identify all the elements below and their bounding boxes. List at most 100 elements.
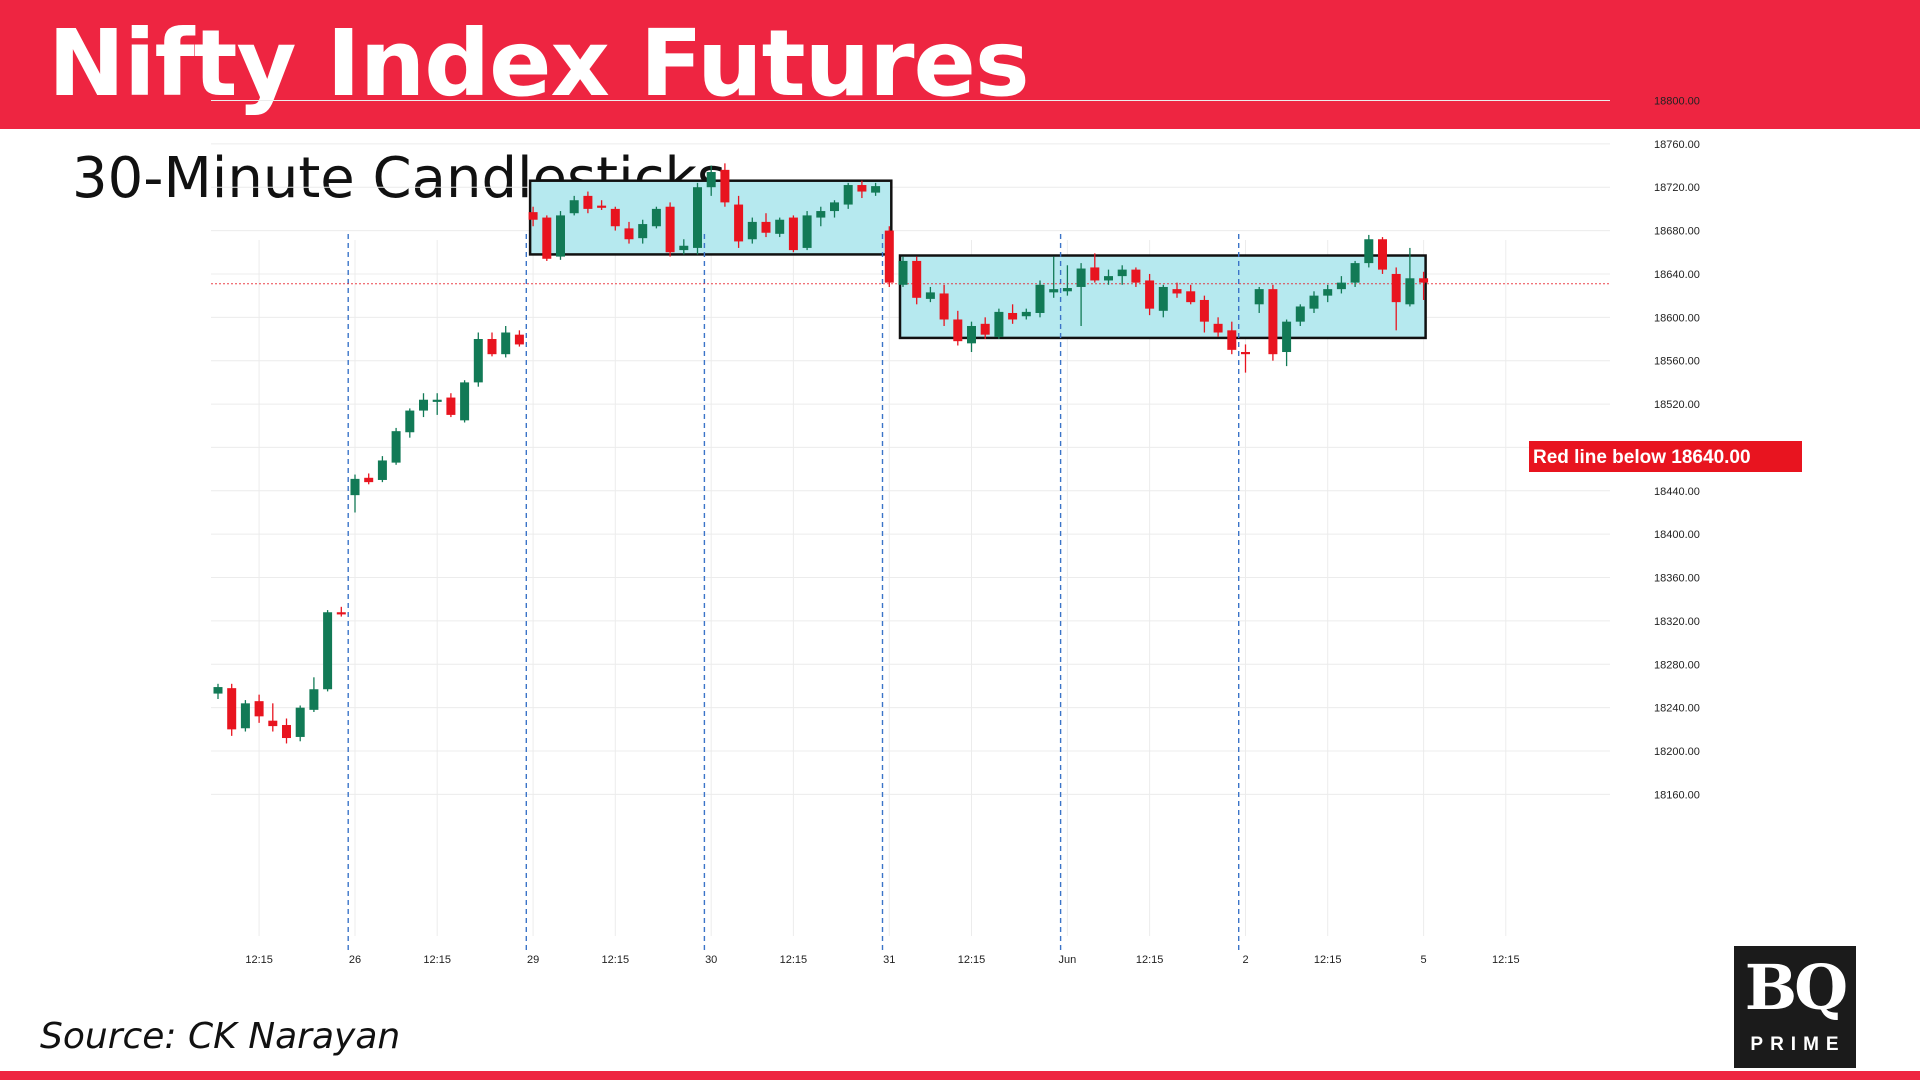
candle (268, 703, 278, 732)
annotation-layer: Red line below 18640.00 (1529, 441, 1802, 472)
candle-body (268, 720, 278, 727)
candle (1213, 317, 1223, 337)
candle-body (734, 204, 744, 242)
candle-body (693, 187, 702, 248)
candle (775, 217, 785, 238)
bq-prime-logo: BQ PRIME (1734, 946, 1856, 1068)
y-tick-label: 18680.00 (1654, 226, 1700, 238)
candle (473, 332, 483, 387)
page-title: Nifty Index Futures (48, 10, 1030, 117)
candle (1241, 344, 1250, 373)
candle (651, 206, 661, 229)
candle (295, 705, 305, 742)
candle (1268, 284, 1278, 361)
chart-grid (211, 99, 1610, 936)
candle (556, 211, 565, 260)
candle-body (706, 172, 716, 188)
y-tick-label: 18400.00 (1654, 529, 1700, 541)
candle-body (213, 687, 223, 694)
candle-body (432, 399, 442, 402)
candle (679, 239, 689, 255)
candle-body (1145, 280, 1155, 309)
candle (1076, 263, 1086, 326)
candle (487, 332, 497, 357)
candle (734, 195, 744, 248)
candle (1104, 269, 1113, 285)
candle-body (1227, 330, 1237, 350)
y-tick-label: 18720.00 (1654, 182, 1700, 194)
candle (980, 317, 990, 340)
candle (1405, 247, 1415, 307)
candle (802, 211, 812, 251)
candle (1282, 319, 1292, 367)
candle (377, 456, 387, 483)
candle (528, 206, 538, 227)
candle (227, 683, 237, 736)
candle (788, 215, 798, 253)
candle-body (651, 208, 661, 227)
candle-body (871, 186, 881, 193)
candle (953, 310, 963, 346)
candle-body (501, 332, 511, 355)
candle-body (1378, 239, 1387, 270)
candle (1090, 253, 1100, 283)
candle-body (240, 703, 250, 729)
candle (323, 610, 333, 692)
candle-body (391, 431, 401, 463)
candle-body (802, 215, 812, 248)
candle-body (473, 339, 483, 383)
candle-body (597, 205, 607, 208)
y-tick-label: 18560.00 (1654, 356, 1700, 368)
candle-body (364, 477, 374, 483)
candle-body (1117, 269, 1127, 277)
candle-body (295, 707, 305, 737)
candle-body (1391, 273, 1401, 303)
candle-body (227, 688, 237, 730)
candle (446, 393, 456, 418)
session-separators (347, 234, 1240, 952)
candle-body (610, 208, 620, 227)
candle (419, 393, 428, 418)
candle-body (542, 217, 552, 259)
candle-body (487, 339, 497, 355)
candle (282, 718, 291, 744)
candle-body (857, 185, 867, 192)
candle (816, 206, 826, 227)
candle (1391, 267, 1401, 331)
candle (309, 677, 319, 713)
candle (1186, 284, 1196, 305)
candle (1227, 321, 1237, 355)
candle (665, 202, 675, 257)
candle-body (1405, 278, 1415, 305)
y-tick-label: 18800.00 (1654, 95, 1700, 107)
candle (501, 325, 511, 358)
candle (898, 256, 908, 287)
y-tick-label: 18200.00 (1654, 746, 1700, 758)
logo-mark: BQ (1744, 951, 1848, 1024)
candle (1117, 265, 1127, 285)
candle-body (788, 217, 798, 251)
candle-body (282, 725, 291, 739)
candle-body (350, 478, 360, 496)
y-tick-label: 18440.00 (1654, 486, 1700, 498)
candle (1172, 282, 1182, 298)
candle-body (967, 325, 976, 344)
x-tick-label: Jun (1059, 954, 1077, 966)
candle (583, 191, 593, 214)
candle (405, 408, 415, 438)
x-tick-label: 5 (1421, 954, 1427, 966)
y-tick-label: 18280.00 (1654, 659, 1700, 671)
candle (1008, 304, 1018, 324)
y-tick-label: 18360.00 (1654, 573, 1700, 585)
candle-body (419, 399, 428, 411)
candle (843, 182, 853, 209)
candle-body (254, 701, 264, 717)
candle-body (925, 292, 935, 299)
candle-body (1419, 278, 1429, 283)
candle-body (624, 228, 634, 240)
source-credit: Source: CK Narayan (40, 1016, 401, 1057)
candle (1336, 276, 1346, 294)
candle (1199, 295, 1209, 333)
candle-body (309, 689, 319, 710)
candle-body (1076, 268, 1086, 287)
